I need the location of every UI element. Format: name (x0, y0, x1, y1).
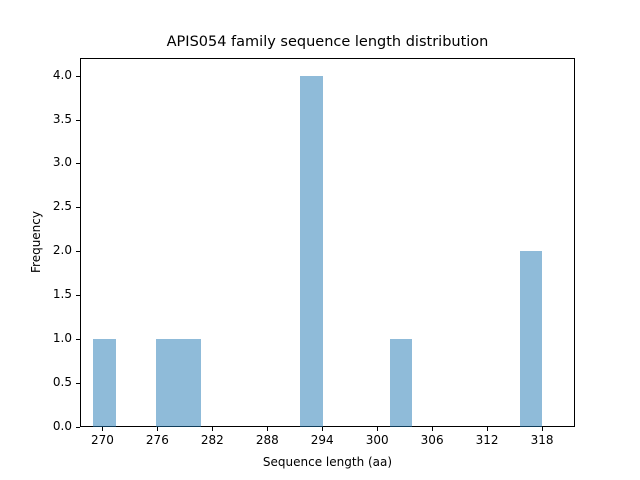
x-tick-label: 288 (255, 433, 279, 447)
x-tick-mark (322, 427, 324, 431)
y-tick-label: 0.5 (52, 375, 72, 390)
y-tick-label: 4.0 (52, 67, 72, 82)
y-tick-label: 1.0 (52, 331, 72, 346)
x-tick-label: 300 (365, 433, 389, 447)
y-tick-mark (76, 339, 80, 341)
histogram-bar (156, 339, 179, 427)
x-tick-label: 294 (310, 433, 334, 447)
histogram-bar (93, 339, 116, 427)
y-tick-mark (76, 119, 80, 121)
x-tick-mark (542, 427, 544, 431)
y-tick-mark (76, 251, 80, 253)
x-tick-mark (157, 427, 159, 431)
y-tick-label: 3.5 (52, 111, 72, 126)
x-tick-label: 306 (420, 433, 444, 447)
x-tick-mark (432, 427, 434, 431)
plot-area (80, 58, 575, 427)
y-axis-label: Frequency (29, 211, 43, 273)
y-tick-mark (76, 427, 80, 428)
x-tick-label: 276 (145, 433, 169, 447)
x-tick-label: 318 (530, 433, 554, 447)
histogram-bar (390, 339, 413, 427)
histogram-bar (300, 75, 323, 427)
x-tick-mark (267, 427, 269, 431)
y-tick-label: 2.0 (52, 243, 72, 258)
x-axis-label: Sequence length (aa) (262, 455, 393, 469)
x-tick-mark (487, 427, 489, 431)
histogram-bar (519, 251, 543, 427)
x-tick-label: 312 (475, 433, 499, 447)
y-tick-mark (76, 383, 80, 385)
y-tick-mark (76, 207, 80, 209)
chart-title: APIS054 family sequence length distribut… (166, 34, 489, 50)
histogram-bar (178, 339, 202, 427)
y-tick-label: 2.5 (52, 199, 72, 214)
y-tick-label: 0.0 (52, 419, 72, 433)
y-tick-mark (76, 295, 80, 297)
y-tick-label: 3.0 (52, 155, 72, 170)
y-tick-label: 1.5 (52, 287, 72, 302)
y-tick-mark (76, 75, 80, 77)
x-tick-label: 282 (200, 433, 224, 447)
x-tick-mark (377, 427, 379, 431)
x-tick-mark (212, 427, 214, 431)
x-tick-label: 270 (90, 433, 114, 447)
x-tick-mark (102, 427, 104, 431)
y-tick-mark (76, 163, 80, 165)
